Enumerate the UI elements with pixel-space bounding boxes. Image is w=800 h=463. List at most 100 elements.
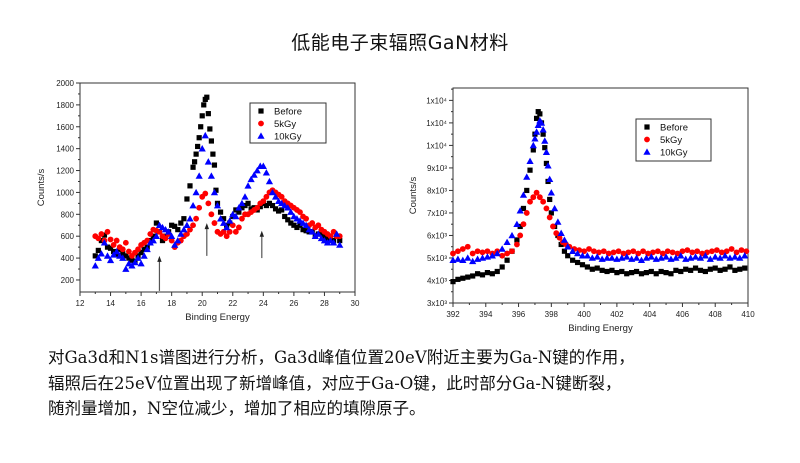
legend-label: 10kGy xyxy=(660,148,688,159)
data-point xyxy=(260,198,267,205)
data-point xyxy=(540,131,546,137)
data-point xyxy=(520,221,527,228)
data-point xyxy=(198,145,206,152)
data-point xyxy=(554,218,562,225)
data-point xyxy=(175,227,181,233)
data-point xyxy=(110,242,117,248)
data-point xyxy=(239,215,245,222)
y-tick-label: 7x10³ xyxy=(427,209,447,218)
data-point xyxy=(531,135,539,142)
data-point xyxy=(235,204,243,211)
data-point xyxy=(207,126,213,132)
data-point xyxy=(599,267,605,273)
x-tick-label: 22 xyxy=(228,299,237,308)
data-point xyxy=(513,220,521,228)
data-point xyxy=(266,200,273,206)
data-point xyxy=(201,131,209,139)
data-point xyxy=(668,271,674,277)
x-tick-label: 12 xyxy=(76,299,85,308)
data-point xyxy=(302,221,310,229)
data-point xyxy=(697,267,704,273)
x-tick-label: 410 xyxy=(741,310,755,319)
data-point xyxy=(235,224,242,231)
data-point xyxy=(533,115,540,121)
data-point xyxy=(97,250,105,257)
data-point xyxy=(540,198,547,205)
data-point xyxy=(284,204,292,211)
x-axis-title: Binding Energy xyxy=(185,312,250,323)
data-point xyxy=(303,215,310,222)
data-point xyxy=(696,254,705,261)
data-point xyxy=(285,217,291,223)
data-point xyxy=(654,248,661,255)
legend-marker-before xyxy=(644,124,650,130)
data-point xyxy=(165,228,173,235)
data-point xyxy=(732,267,738,273)
legend-marker-5kgy xyxy=(258,120,264,127)
data-point xyxy=(517,232,524,239)
x-tick-label: 406 xyxy=(676,310,690,319)
legend-marker-10kgy xyxy=(257,132,265,139)
data-point xyxy=(711,253,719,260)
x-tick-label: 396 xyxy=(512,310,526,319)
data-point xyxy=(208,138,214,144)
y-tick-label: 200 xyxy=(61,276,75,285)
data-point xyxy=(742,265,748,271)
data-point xyxy=(152,232,160,239)
data-point xyxy=(633,268,640,275)
data-point xyxy=(578,252,587,259)
data-point xyxy=(220,228,227,235)
data-point xyxy=(314,230,322,237)
data-point xyxy=(600,248,607,255)
data-point xyxy=(309,220,316,226)
data-point xyxy=(469,257,477,265)
data-point xyxy=(156,228,163,235)
data-point xyxy=(126,255,132,261)
data-point xyxy=(236,209,242,215)
data-point xyxy=(204,158,212,165)
data-point xyxy=(207,172,215,179)
data-point xyxy=(465,274,471,280)
data-point xyxy=(557,229,565,237)
x-tick-label: 16 xyxy=(137,299,146,308)
y-tick-label: 1x10⁴ xyxy=(426,119,447,128)
data-point xyxy=(168,232,176,239)
data-point xyxy=(288,220,294,226)
data-point xyxy=(541,137,549,144)
series-5kgy xyxy=(450,189,750,259)
data-point xyxy=(135,246,141,253)
data-point xyxy=(153,220,159,226)
data-point xyxy=(615,248,622,255)
data-point xyxy=(640,248,647,255)
data-point xyxy=(664,248,671,255)
data-point xyxy=(123,253,129,259)
data-point xyxy=(455,248,461,255)
data-point xyxy=(211,220,218,226)
data-point xyxy=(169,222,175,228)
data-point xyxy=(706,255,714,262)
data-point xyxy=(178,220,184,226)
data-point xyxy=(508,231,516,239)
data-point xyxy=(689,249,696,256)
data-point xyxy=(268,188,277,196)
data-point xyxy=(162,235,169,242)
data-point xyxy=(683,266,689,272)
data-point xyxy=(731,253,739,260)
data-point xyxy=(223,223,231,231)
analysis-line-2: 辐照后在25eV位置出现了新增峰值，对应于Ga-O键，此时部分Ga-N键断裂， xyxy=(48,373,622,393)
data-point xyxy=(183,221,191,229)
data-point xyxy=(204,94,210,100)
data-point xyxy=(717,267,723,273)
data-point xyxy=(294,224,300,231)
data-point xyxy=(539,126,547,133)
data-point xyxy=(663,270,669,276)
data-point xyxy=(484,270,491,276)
data-point xyxy=(187,226,193,233)
data-point xyxy=(221,216,227,222)
data-point xyxy=(213,201,222,209)
data-point xyxy=(530,147,536,153)
y-tick-label: 600 xyxy=(61,232,75,241)
x-tick-label: 402 xyxy=(610,310,624,319)
x-tick-label: 400 xyxy=(577,310,591,319)
y-tick-label: 4x10³ xyxy=(427,276,447,285)
